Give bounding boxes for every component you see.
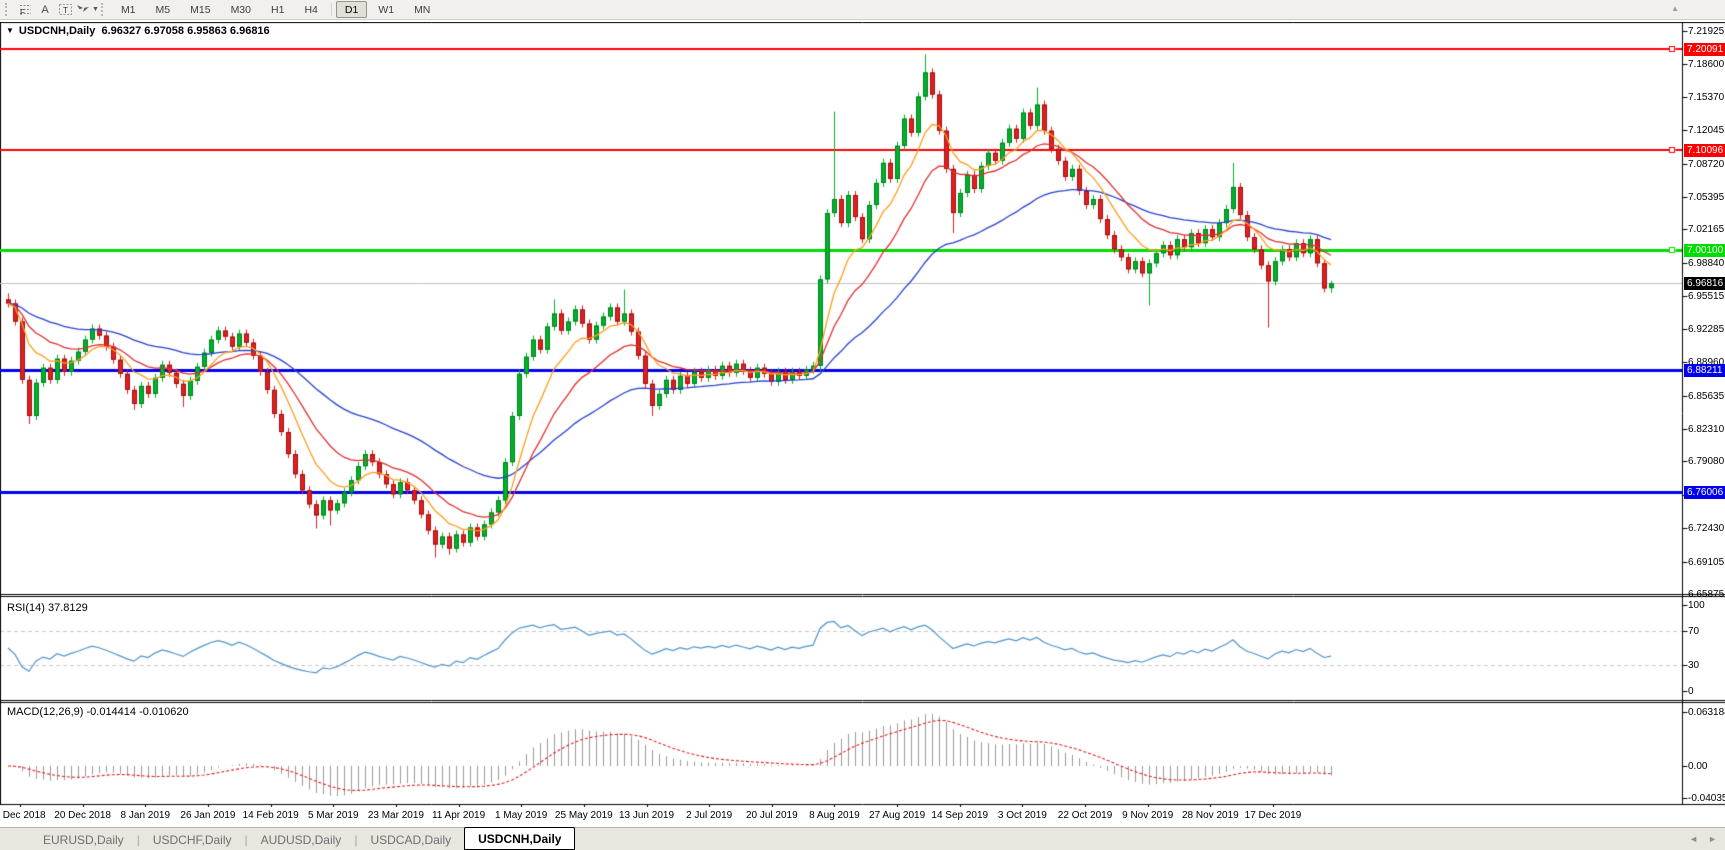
- date-tick-label: 1 Dec 2018: [0, 810, 46, 821]
- chart-ohlc-values: 6.96327 6.97058 6.95863 6.96816: [101, 25, 270, 37]
- rsi-tick-label: 100: [1688, 600, 1705, 611]
- rsi-value: 37.8129: [47, 602, 88, 614]
- hline-price-badge: 6.88211: [1684, 363, 1725, 377]
- tab-usdcnh[interactable]: USDCNH,Daily: [464, 827, 576, 850]
- period-button-d1[interactable]: D1: [335, 1, 368, 18]
- chevron-down-icon: ▼: [92, 6, 99, 13]
- chart-shift-marker-icon: ▲: [1671, 4, 1679, 13]
- tab-separator: |: [244, 833, 248, 847]
- period-button-w1[interactable]: W1: [378, 3, 395, 16]
- chart-menu-icon[interactable]: ▼: [6, 26, 14, 35]
- hline-price-badge: 7.20091: [1684, 43, 1725, 57]
- price-tick-label: 7.21925: [1688, 26, 1725, 37]
- toolbar-grip: [5, 3, 11, 16]
- hline-price-badge: 7.10096: [1684, 143, 1725, 157]
- macd-tick-label: 0.00: [1688, 761, 1708, 772]
- toolbar-separator: [330, 3, 332, 16]
- label-icon[interactable]: T: [55, 2, 75, 18]
- date-tick-label: 1 May 2019: [495, 810, 548, 821]
- period-button-h4[interactable]: H4: [304, 3, 318, 16]
- toolbar: F A T ▼ M1 M5 M15 M30 H1 H4 D1 W1 MN ▲: [0, 0, 1725, 20]
- date-tick-label: 27 Aug 2019: [869, 810, 926, 821]
- symbol-tab-bar: EURUSD,Daily | USDCHF,Daily | AUDUSD,Daily | U…: [0, 827, 1725, 850]
- price-tick-label: 6.69105: [1688, 556, 1725, 568]
- period-button-m5[interactable]: M5: [155, 3, 171, 16]
- period-button-m1[interactable]: M1: [120, 3, 136, 16]
- period-button-h1[interactable]: H1: [271, 3, 285, 16]
- price-axis[interactable]: 7.21925 7.18600 7.15370 7.12045 7.08720 7.053…: [1683, 22, 1725, 807]
- svg-text:F: F: [20, 8, 25, 17]
- price-tick-label: 7.12045: [1688, 125, 1725, 137]
- text-icon[interactable]: A: [41, 3, 49, 16]
- date-tick-label: 23 Mar 2019: [367, 810, 424, 821]
- period-toolbar: M1 M5 M15 M30 H1 H4 D1 W1 MN: [111, 1, 440, 18]
- price-tick-label: 6.79080: [1688, 456, 1725, 468]
- price-tick-label: 7.05395: [1688, 192, 1725, 204]
- price-tick-label: 6.92285: [1688, 323, 1725, 335]
- toolbar-grip: [100, 3, 107, 16]
- price-tick-label: 6.95515: [1688, 291, 1725, 303]
- rsi-label: RSI(14) 37.8129: [7, 602, 88, 614]
- price-tick-label: 7.15370: [1688, 91, 1725, 103]
- date-tick-label: 13 Jun 2019: [618, 810, 675, 821]
- macd-tick-label: -0.040351: [1688, 793, 1725, 804]
- date-tick-label: 14 Sep 2019: [931, 810, 989, 821]
- chart-window: ▼ USDCNH,Daily 6.96327 6.97058 6.95863 6.…: [0, 22, 1725, 807]
- svg-text:T: T: [63, 6, 68, 15]
- date-tick-label: 20 Dec 2018: [54, 810, 111, 821]
- price-tick-label: 6.82310: [1688, 423, 1725, 435]
- tab-eurusd[interactable]: EURUSD,Daily: [43, 832, 124, 847]
- rsi-tick-label: 30: [1688, 660, 1700, 672]
- date-tick-label: 9 Nov 2019: [1122, 810, 1174, 821]
- date-tick-label: 14 Feb 2019: [242, 810, 299, 821]
- price-tick-label: 7.08720: [1688, 158, 1725, 170]
- current-price-badge: 6.96816: [1684, 277, 1725, 291]
- price-tick-label: 6.65875: [1688, 589, 1725, 601]
- price-tick-label: 6.88960: [1688, 357, 1725, 369]
- macd-values: -0.014414 -0.010620: [86, 706, 189, 718]
- macd-label: MACD(12,26,9) -0.014414 -0.010620: [7, 706, 189, 718]
- period-button-m15[interactable]: M15: [190, 3, 211, 16]
- fibonacci-icon[interactable]: F: [15, 2, 35, 18]
- date-tick-label: 8 Aug 2019: [809, 810, 860, 821]
- period-button-m30[interactable]: M30: [230, 3, 251, 16]
- date-tick-label: 20 Jul 2019: [745, 810, 798, 821]
- tab-separator: |: [354, 833, 358, 847]
- period-button-mn[interactable]: MN: [414, 3, 431, 16]
- arrows-icon[interactable]: ▼: [75, 2, 99, 18]
- chart-canvas[interactable]: [0, 22, 1725, 807]
- tab-scroll-left-icon[interactable]: ◄: [1689, 834, 1699, 844]
- chart-symbol-period: USDCNH,Daily: [18, 25, 96, 37]
- tab-usdcad[interactable]: USDCAD,Daily: [370, 832, 452, 847]
- price-tick-label: 7.02165: [1688, 224, 1725, 236]
- chart-title: ▼ USDCNH,Daily 6.96327 6.97058 6.95863 6.…: [6, 25, 270, 37]
- hline-price-badge: 6.76006: [1684, 486, 1725, 500]
- date-tick-label: 5 Mar 2019: [307, 810, 359, 821]
- hline-price-badge: 7.00100: [1684, 244, 1725, 258]
- price-tick-label: 6.85635: [1688, 390, 1725, 402]
- date-tick-label: 25 May 2019: [554, 810, 613, 821]
- macd-tick-label: 0.063184: [1688, 707, 1725, 718]
- date-tick-label: 26 Jan 2019: [180, 810, 236, 821]
- date-tick-label: 17 Dec 2019: [1244, 810, 1302, 821]
- rsi-tick-label: 70: [1688, 625, 1700, 637]
- date-tick-label: 11 Apr 2019: [431, 810, 486, 821]
- date-tick-label: 3 Oct 2019: [997, 810, 1047, 821]
- tab-audusd[interactable]: AUDUSD,Daily: [260, 832, 342, 847]
- price-tick-label: 6.98840: [1688, 257, 1725, 269]
- tab-separator: |: [136, 833, 140, 847]
- date-tick-label: 2 Jul 2019: [686, 810, 733, 821]
- rsi-tick-label: 0: [1688, 686, 1694, 697]
- tab-scroll-right-icon[interactable]: ►: [1708, 834, 1717, 844]
- date-tick-label: 28 Nov 2019: [1181, 810, 1239, 821]
- price-tick-label: 6.72430: [1688, 523, 1725, 535]
- tab-usdchf[interactable]: USDCHF,Daily: [152, 832, 232, 847]
- date-axis[interactable]: 1 Dec 2018 20 Dec 2018 8 Jan 2019 26 Jan 20…: [0, 807, 1725, 827]
- date-tick-label: 8 Jan 2019: [120, 810, 171, 821]
- date-tick-label: 22 Oct 2019: [1057, 810, 1113, 821]
- price-tick-label: 7.18600: [1688, 59, 1725, 71]
